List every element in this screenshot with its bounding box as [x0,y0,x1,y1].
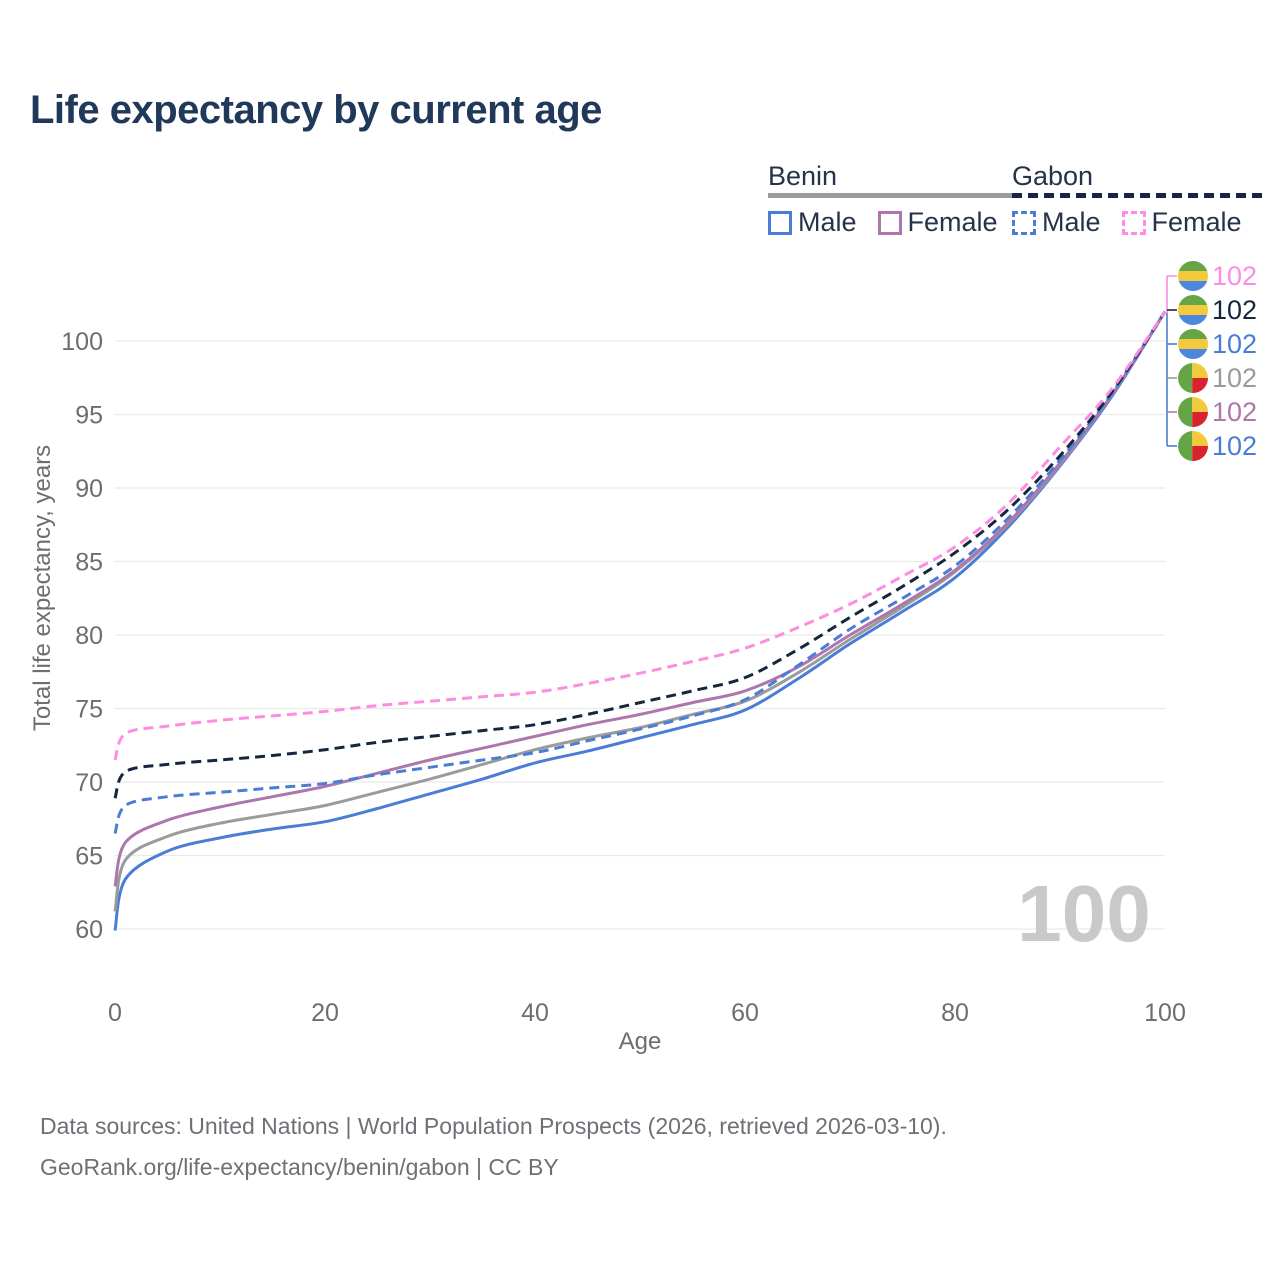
y-tick-label: 60 [75,916,103,944]
series-line-benin [113,310,1167,912]
gabon-line-style-key [1012,193,1263,198]
benin-female-swatch-icon [877,210,902,235]
legend-title-gabon[interactable]: Gabon [1012,161,1094,191]
legend-item-gabon-male[interactable]: Male [1012,207,1101,238]
legend-item-label: Female [1151,207,1242,237]
x-axis-title: Age [619,1028,662,1055]
y-tick-label: 75 [75,696,103,724]
flag-benin-icon [1178,363,1208,393]
legend-title-benin[interactable]: Benin [768,161,838,191]
series-line-gabon-female [113,310,1167,761]
data-sources-text: Data sources: United Nations | World Pop… [40,1113,947,1139]
x-tick-label: 0 [108,999,122,1027]
series-line-benin-female [113,310,1167,887]
legend-group-benin: Benin Male Female [768,161,1019,238]
legend-item-label: Male [1042,207,1101,237]
y-tick-label: 90 [75,475,103,503]
end-label-value: 102 [1212,397,1257,427]
benin-line-style-key [768,193,1019,198]
legend-group-gabon: Gabon Male Female [1012,161,1263,238]
x-tick-label: 80 [941,999,969,1027]
end-label-value: 102 [1212,363,1257,393]
end-label-value: 102 [1212,329,1257,359]
page-title: Life expectancy by current age [30,88,602,132]
x-tick-label: 60 [731,999,759,1027]
legend-item-label: Female [907,207,998,237]
series-line-gabon [113,310,1167,799]
end-label-gabon-female: 102 [1178,261,1257,291]
age-counter-watermark: 100 [1017,869,1150,958]
y-tick-label: 80 [75,622,103,650]
end-label-value: 102 [1212,261,1257,291]
series-line-benin-male [113,310,1167,931]
y-tick-label: 65 [75,843,103,871]
gabon-female-swatch-icon [1121,210,1146,235]
end-label-benin-male: 102 [1178,431,1257,461]
end-label-value: 102 [1212,295,1257,325]
y-axis-title: Total life expectancy, years [29,445,56,731]
attribution-text: GeoRank.org/life-expectancy/benin/gabon … [40,1154,559,1180]
end-label-benin-female: 102 [1178,397,1257,427]
legend-items-benin: Male Female [768,207,1019,238]
flag-benin-icon [1178,397,1208,427]
benin-male-swatch-icon [768,210,792,235]
end-label-value: 102 [1212,431,1257,461]
y-tick-label: 95 [75,402,103,430]
legend-item-benin-female[interactable]: Female [877,207,998,238]
x-tick-label: 40 [521,999,549,1027]
x-tick-label: 20 [311,999,339,1027]
y-tick-label: 85 [75,549,103,577]
series-line-gabon-male [113,310,1167,835]
legend-items-gabon: Male Female [1012,207,1263,238]
gabon-male-swatch-icon [1012,210,1036,235]
end-label-benin: 102 [1178,363,1257,393]
chart-footer: Data sources: United Nations | World Pop… [40,1106,947,1188]
legend-item-benin-male[interactable]: Male [768,207,857,238]
flag-benin-icon [1178,431,1208,461]
end-label-gabon: 102 [1178,295,1257,325]
flag-gabon-icon [1178,261,1208,291]
x-tick-label: 100 [1144,999,1186,1027]
flag-gabon-icon [1178,329,1208,359]
y-tick-label: 100 [61,328,103,356]
legend-item-label: Male [798,207,857,237]
y-tick-label: 70 [75,769,103,797]
flag-gabon-icon [1178,295,1208,325]
end-label-gabon-male: 102 [1178,329,1257,359]
legend-item-gabon-female[interactable]: Female [1121,207,1242,238]
